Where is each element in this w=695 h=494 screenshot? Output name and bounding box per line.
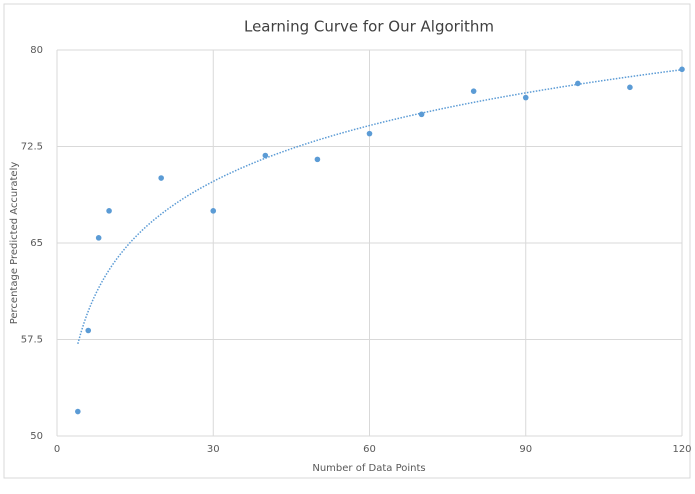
trendline [77, 68, 683, 344]
point [95, 235, 102, 241]
x-axis-title: Number of Data Points [312, 463, 425, 474]
point [418, 111, 425, 118]
y-tick-label: 57.5 [21, 335, 43, 346]
point [75, 408, 81, 415]
x-tick-label: 30 [207, 444, 220, 455]
point [210, 208, 217, 214]
point [314, 156, 321, 163]
point [679, 66, 685, 73]
point [575, 80, 581, 87]
x-tick-label: 120 [672, 444, 691, 455]
x-tick-label: 0 [54, 444, 60, 455]
y-tick-label: 65 [30, 238, 43, 249]
y-tick-label: 50 [30, 431, 43, 442]
point [85, 327, 92, 334]
y-axis-title: Percentage Predicted Accurately [9, 162, 20, 325]
point [522, 94, 529, 101]
y-tick-label: 72.5 [21, 142, 43, 153]
point [262, 152, 269, 159]
point [106, 208, 112, 214]
point [627, 84, 633, 91]
chart-border [3, 3, 691, 479]
x-tick-label: 60 [363, 444, 376, 455]
point [470, 88, 477, 94]
x-tick-label: 90 [519, 444, 532, 455]
chart-title: Learning Curve for Our Algorithm [244, 18, 494, 36]
y-tick-label: 80 [30, 45, 43, 56]
point [158, 175, 164, 181]
point [366, 130, 373, 137]
